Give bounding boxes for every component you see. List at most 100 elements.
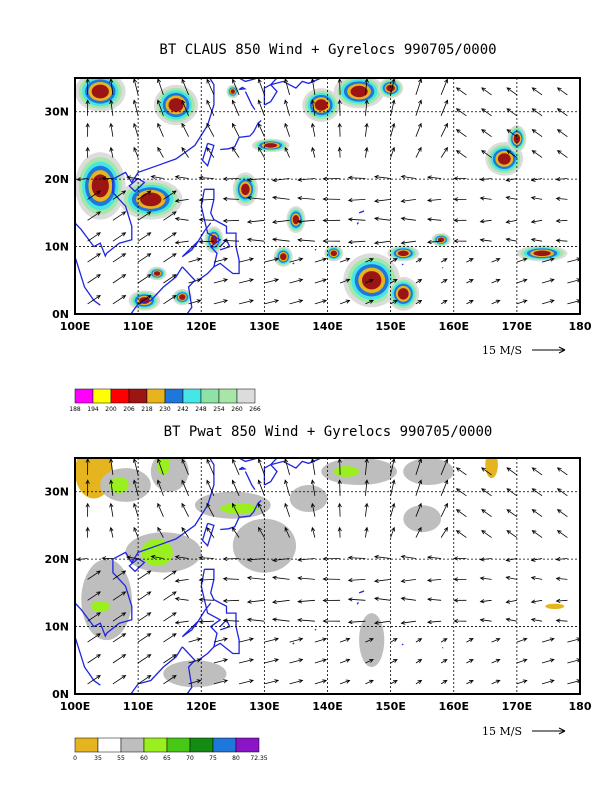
- coastline-segment: [75, 223, 101, 306]
- vector-scale-label: 15 M/S: [482, 725, 522, 738]
- wind-vector: [87, 633, 101, 643]
- wind-vector: [87, 190, 101, 200]
- wind-vector: [258, 146, 265, 158]
- wind-vector: [181, 99, 189, 116]
- panel-pwat: BT Pwat 850 Wind + Gyrelocs 990705/0000 …: [44, 424, 591, 762]
- colorbar-label: 218: [141, 406, 153, 413]
- cloud-blob: [387, 276, 420, 311]
- cloud-blob: [431, 233, 451, 247]
- coastline-segment: [197, 266, 215, 281]
- x-axis-ticks: 100E 110E 120E 130E 140E 150E 160E 170E 180: [60, 320, 592, 333]
- wind-vector: [87, 294, 101, 305]
- x-tick-label: 180: [569, 320, 592, 333]
- x-tick-label: 140E: [312, 320, 342, 333]
- wind-vector: [530, 557, 543, 562]
- wind-vector: [289, 637, 304, 643]
- wind-vector: [246, 617, 265, 622]
- wind-vector: [310, 502, 316, 517]
- wind-vector: [426, 239, 442, 245]
- wind-vector: [150, 554, 164, 560]
- wind-vector: [373, 198, 391, 203]
- colorbar-label: 200: [105, 406, 117, 413]
- wind-vector: [133, 122, 139, 137]
- cloud-blob: [75, 152, 126, 220]
- wind-vector: [455, 108, 467, 117]
- colorbar-swatch: [200, 388, 220, 404]
- coastline-segment: [219, 238, 231, 251]
- wind-vector: [505, 195, 517, 201]
- wind-vector: [181, 458, 189, 476]
- coastline-segment: [128, 557, 146, 573]
- wind-vector: [530, 237, 543, 243]
- wind-vector: [390, 258, 398, 263]
- wind-vector: [347, 239, 366, 245]
- wind-vector: [347, 619, 366, 625]
- vector-scale: 15 M/S: [482, 725, 566, 738]
- coastline-segment: [201, 522, 215, 547]
- wind-vector: [322, 618, 341, 624]
- wind-vector: [246, 177, 265, 182]
- wind-vector: [112, 654, 127, 664]
- wind-vector: [506, 108, 518, 117]
- wind-vector: [163, 633, 177, 643]
- colorbar-label: 266: [249, 406, 261, 413]
- wind-vector: [163, 211, 177, 221]
- wind-vector: [440, 526, 449, 538]
- x-tick-label: 130E: [249, 700, 279, 713]
- wind-vector: [373, 240, 391, 245]
- colorbar-swatch: [97, 737, 122, 753]
- x-tick-label: 110E: [123, 320, 153, 333]
- wind-vector: [481, 87, 492, 96]
- wind-vector: [479, 196, 492, 201]
- wind-vector: [466, 638, 474, 643]
- wind-vector: [365, 258, 374, 263]
- wind-vector: [257, 78, 265, 96]
- wind-vector: [163, 612, 177, 622]
- y-tick-label: 0N: [52, 688, 69, 701]
- wind-vector: [567, 278, 580, 284]
- wind-vector: [284, 479, 290, 496]
- wind-vector: [137, 591, 152, 601]
- wind-vector: [364, 502, 369, 517]
- y-tick-label: 30N: [44, 486, 69, 499]
- wind-vector: [481, 129, 492, 138]
- wind-vector: [163, 232, 177, 242]
- contour-ring: [241, 183, 250, 195]
- wind-vector: [213, 658, 229, 664]
- cloud-blob: [387, 245, 420, 262]
- wind-vectors: [76, 458, 580, 685]
- wind-vector: [132, 99, 139, 116]
- wind-vector: [347, 175, 366, 180]
- wind-vector: [87, 612, 101, 622]
- wind-vector: [284, 122, 290, 137]
- wind-vector: [506, 488, 518, 497]
- x-tick-label: 130E: [249, 320, 279, 333]
- wind-vector: [310, 458, 316, 475]
- wind-vector: [466, 299, 474, 305]
- wind-vector: [491, 679, 501, 685]
- wind-vector: [239, 278, 255, 284]
- cloud-blob: [286, 206, 306, 234]
- wind-vector: [440, 299, 448, 305]
- wind-vector: [390, 638, 398, 643]
- wind-vector: [491, 258, 501, 263]
- coastline-segment: [219, 618, 231, 631]
- coastline-segment: [358, 210, 365, 214]
- wind-vector: [137, 190, 152, 200]
- wind-vector: [297, 576, 315, 581]
- contour-ring: [140, 192, 162, 207]
- wind-vector: [289, 299, 304, 305]
- wind-vector: [109, 526, 114, 538]
- y-tick-label: 20N: [44, 173, 69, 186]
- colorbar-label: 254: [213, 406, 225, 413]
- wind-vector: [198, 619, 214, 624]
- wind-vector: [85, 479, 90, 496]
- wind-vector: [481, 488, 492, 497]
- wind-vector: [264, 299, 280, 305]
- wind-vector: [181, 479, 189, 496]
- wind-vector: [239, 299, 255, 305]
- wind-vector: [400, 240, 416, 245]
- wind-vector: [284, 146, 290, 158]
- coastline-segment: [200, 568, 240, 655]
